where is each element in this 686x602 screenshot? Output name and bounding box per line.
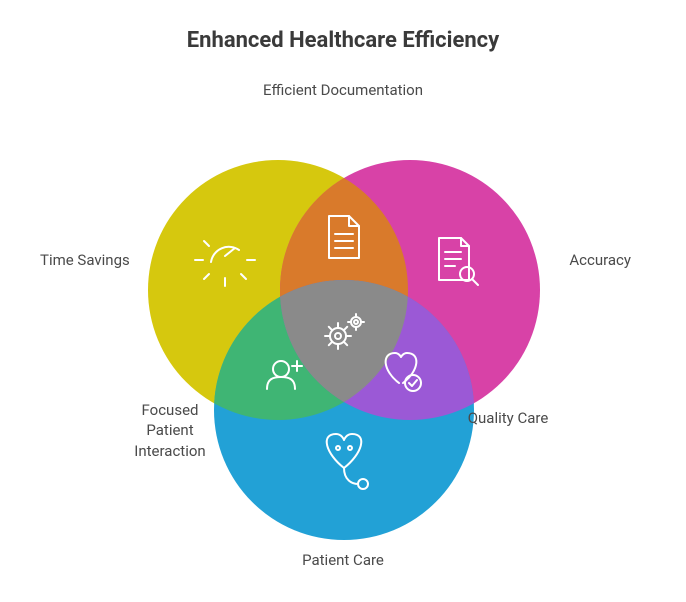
page-title: Enhanced Healthcare Efficiency	[0, 28, 686, 53]
label-time-savings: Time Savings	[40, 250, 160, 270]
label-quality-care: Quality Care	[448, 408, 568, 428]
label-patient-care: Patient Care	[0, 550, 686, 570]
venn-diagram: Efficient Documentation Time Savings Acc…	[0, 60, 686, 602]
label-accuracy: Accuracy	[511, 250, 631, 270]
label-efficient-documentation: Efficient Documentation	[0, 80, 686, 100]
label-focused-patient-interaction: Focused Patient Interaction	[115, 400, 225, 461]
